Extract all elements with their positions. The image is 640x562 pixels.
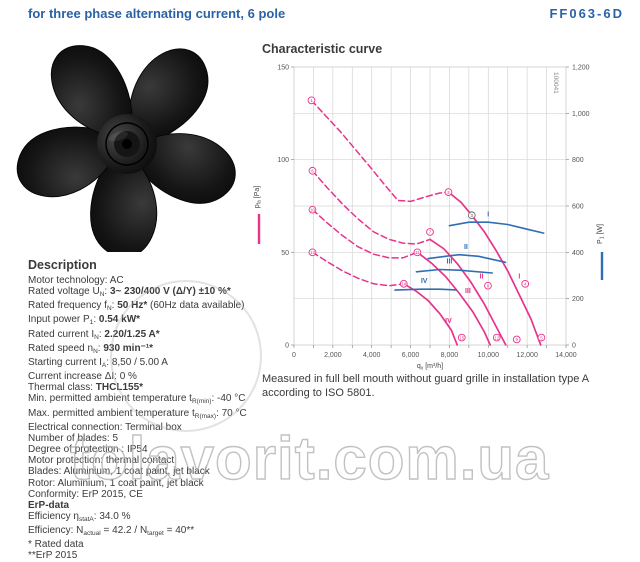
chart-caption: Measured in full bell mouth without guar… bbox=[262, 373, 589, 399]
svg-text:10: 10 bbox=[310, 207, 315, 212]
svg-text:11: 11 bbox=[415, 250, 420, 255]
spec-line: **ErP 2015 bbox=[28, 550, 78, 562]
svg-text:12: 12 bbox=[494, 335, 499, 340]
svg-text:0: 0 bbox=[292, 352, 296, 359]
svg-text:8: 8 bbox=[487, 283, 490, 288]
svg-text:150: 150 bbox=[277, 65, 289, 72]
svg-text:15: 15 bbox=[459, 335, 464, 340]
svg-text:13: 13 bbox=[310, 250, 315, 255]
page-title: for three phase alternating current, 6 p… bbox=[28, 6, 286, 21]
svg-text:0: 0 bbox=[572, 343, 576, 350]
fan-product-image bbox=[14, 40, 240, 258]
svg-text:qv [m³/h]: qv [m³/h] bbox=[417, 363, 443, 372]
spec-line: Blades: Aluminium, 1 coat paint, jet bla… bbox=[28, 466, 210, 478]
svg-text:14,000: 14,000 bbox=[555, 352, 577, 359]
svg-text:2,000: 2,000 bbox=[324, 352, 342, 359]
svg-text:6: 6 bbox=[311, 168, 314, 173]
spec-line: Motor protection: thermal contact bbox=[28, 455, 175, 467]
svg-text:200: 200 bbox=[572, 296, 584, 303]
spec-line: Conformity: ErP 2015, CE bbox=[28, 488, 143, 500]
svg-text:III: III bbox=[465, 288, 471, 295]
chart-title: Characteristic curve bbox=[262, 42, 383, 56]
svg-text:10,000: 10,000 bbox=[478, 352, 500, 359]
spec-line: Efficiency ηstatA: 34.0 % bbox=[28, 510, 131, 523]
svg-text:9: 9 bbox=[516, 337, 519, 342]
svg-text:P1 [W]: P1 [W] bbox=[597, 224, 606, 244]
svg-text:0: 0 bbox=[285, 343, 289, 350]
svg-text:1,000: 1,000 bbox=[572, 111, 590, 118]
svg-text:IV: IV bbox=[421, 278, 428, 285]
svg-text:800: 800 bbox=[572, 157, 584, 164]
svg-text:III: III bbox=[447, 258, 453, 265]
svg-text:I: I bbox=[487, 211, 489, 218]
svg-text:I: I bbox=[518, 273, 520, 280]
svg-text:II: II bbox=[464, 244, 468, 251]
spec-line: Efficiency: Nactual = 42.2 / Ntarget = 4… bbox=[28, 525, 195, 538]
svg-text:1,200: 1,200 bbox=[572, 65, 590, 72]
svg-text:12,000: 12,000 bbox=[516, 352, 538, 359]
svg-text:14: 14 bbox=[401, 282, 406, 287]
svg-text:100: 100 bbox=[277, 157, 289, 164]
svg-text:8,000: 8,000 bbox=[441, 352, 459, 359]
svg-text:4,000: 4,000 bbox=[363, 352, 381, 359]
svg-text:100041: 100041 bbox=[552, 72, 559, 94]
watermark-text: tolavorit.com.ua bbox=[69, 424, 550, 492]
svg-text:7: 7 bbox=[429, 230, 432, 235]
fan-hub bbox=[97, 114, 157, 174]
svg-text:600: 600 bbox=[572, 204, 584, 211]
svg-text:50: 50 bbox=[281, 250, 289, 257]
fan-illustration bbox=[16, 45, 236, 258]
spec-line: Number of blades: 5 bbox=[28, 432, 119, 444]
svg-text:II: II bbox=[480, 273, 484, 280]
svg-text:5: 5 bbox=[540, 335, 543, 340]
svg-text:4: 4 bbox=[524, 282, 527, 287]
spec-line: * Rated data bbox=[28, 539, 84, 551]
spec-line: Rotor: Aluminium, 1 coat paint, jet blac… bbox=[28, 477, 204, 489]
spec-line: Motor technology: AC bbox=[28, 275, 124, 286]
spec-line: ErP-data bbox=[28, 499, 70, 511]
chart-container: 0 2,000 4,000 6,000 8,000 10,000 12,000 14,000 0… bbox=[248, 54, 638, 394]
fan-blades bbox=[16, 45, 236, 258]
model-number: FF063-6D bbox=[549, 6, 624, 21]
spec-line: Degree of protection : IP54 bbox=[28, 444, 148, 456]
spec-line: Current increase ΔI: 0 % bbox=[28, 371, 137, 383]
svg-text:pfa [Pa]: pfa [Pa] bbox=[254, 186, 263, 209]
characteristic-chart: 0 2,000 4,000 6,000 8,000 10,000 12,000 14,000 0… bbox=[254, 65, 606, 372]
svg-text:3: 3 bbox=[471, 213, 474, 218]
svg-text:1: 1 bbox=[310, 98, 313, 103]
description-heading: Description bbox=[28, 258, 97, 272]
svg-text:400: 400 bbox=[572, 250, 584, 257]
spec-line: Electrical connection: Terminal box bbox=[28, 421, 182, 433]
svg-text:2: 2 bbox=[447, 190, 450, 195]
watermark-ring bbox=[110, 280, 262, 432]
svg-text:IV: IV bbox=[445, 318, 452, 325]
svg-text:6,000: 6,000 bbox=[402, 352, 420, 359]
